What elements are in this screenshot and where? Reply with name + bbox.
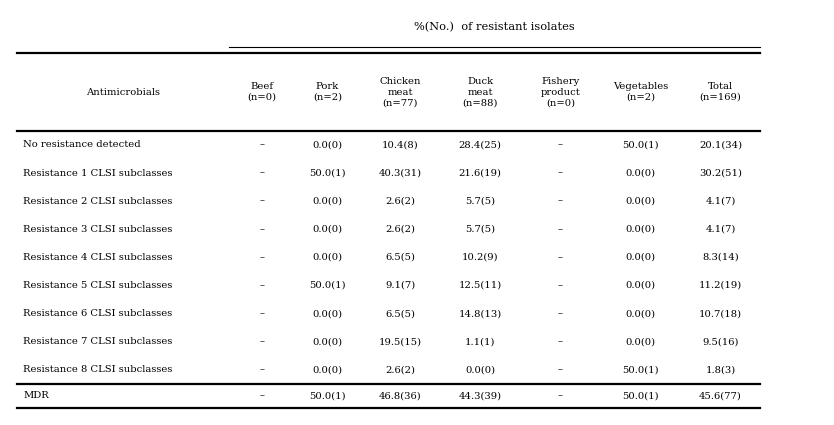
Text: Duck
meat
(n=88): Duck meat (n=88) (463, 77, 498, 107)
Text: 0.0(0): 0.0(0) (626, 253, 656, 262)
Text: Fishery
product
(n=0): Fishery product (n=0) (540, 77, 580, 107)
Text: %(No.)  of resistant isolates: %(No.) of resistant isolates (414, 22, 575, 32)
Text: Total
(n=169): Total (n=169) (700, 82, 741, 102)
Text: 10.4(8): 10.4(8) (382, 140, 419, 150)
Text: 8.3(14): 8.3(14) (702, 253, 739, 262)
Text: 50.0(1): 50.0(1) (309, 281, 345, 290)
Text: 9.5(16): 9.5(16) (702, 337, 739, 346)
Text: 14.8(13): 14.8(13) (459, 309, 502, 318)
Text: –: – (259, 366, 264, 374)
Text: 50.0(1): 50.0(1) (309, 169, 345, 178)
Text: –: – (259, 337, 264, 346)
Text: –: – (558, 309, 563, 318)
Text: –: – (259, 225, 264, 234)
Text: –: – (558, 281, 563, 290)
Text: 50.0(1): 50.0(1) (622, 140, 659, 150)
Text: 5.7(5): 5.7(5) (465, 197, 495, 206)
Text: –: – (259, 197, 264, 206)
Text: 50.0(1): 50.0(1) (622, 391, 659, 400)
Text: Resistance 6 CLSI subclasses: Resistance 6 CLSI subclasses (23, 309, 173, 318)
Text: Beef
(n=0): Beef (n=0) (247, 82, 276, 102)
Text: –: – (259, 281, 264, 290)
Text: 44.3(39): 44.3(39) (459, 391, 502, 400)
Text: 0.0(0): 0.0(0) (626, 337, 656, 346)
Text: 20.1(34): 20.1(34) (699, 140, 742, 150)
Text: –: – (558, 253, 563, 262)
Text: 6.5(5): 6.5(5) (385, 309, 415, 318)
Text: 2.6(2): 2.6(2) (385, 225, 415, 234)
Text: 10.7(18): 10.7(18) (699, 309, 742, 318)
Text: 0.0(0): 0.0(0) (626, 197, 656, 206)
Text: 0.0(0): 0.0(0) (626, 309, 656, 318)
Text: 0.0(0): 0.0(0) (626, 225, 656, 234)
Text: Antimicrobials: Antimicrobials (86, 88, 160, 96)
Text: 0.0(0): 0.0(0) (312, 197, 343, 206)
Text: –: – (558, 337, 563, 346)
Text: –: – (558, 391, 563, 400)
Text: Resistance 2 CLSI subclasses: Resistance 2 CLSI subclasses (23, 197, 173, 206)
Text: –: – (558, 169, 563, 178)
Text: 0.0(0): 0.0(0) (465, 366, 495, 374)
Text: No resistance detected: No resistance detected (23, 140, 141, 150)
Text: 0.0(0): 0.0(0) (312, 366, 343, 374)
Text: 50.0(1): 50.0(1) (622, 366, 659, 374)
Text: 0.0(0): 0.0(0) (312, 337, 343, 346)
Text: –: – (259, 391, 264, 400)
Text: –: – (259, 253, 264, 262)
Text: 2.6(2): 2.6(2) (385, 197, 415, 206)
Text: –: – (259, 309, 264, 318)
Text: 12.5(11): 12.5(11) (459, 281, 502, 290)
Text: Resistance 1 CLSI subclasses: Resistance 1 CLSI subclasses (23, 169, 173, 178)
Text: –: – (558, 225, 563, 234)
Text: Resistance 5 CLSI subclasses: Resistance 5 CLSI subclasses (23, 281, 173, 290)
Text: MDR: MDR (23, 391, 49, 400)
Text: 28.4(25): 28.4(25) (459, 140, 502, 150)
Text: –: – (558, 197, 563, 206)
Text: 11.2(19): 11.2(19) (699, 281, 742, 290)
Text: Chicken
meat
(n=77): Chicken meat (n=77) (379, 77, 421, 107)
Text: –: – (259, 140, 264, 150)
Text: 19.5(15): 19.5(15) (379, 337, 422, 346)
Text: 1.8(3): 1.8(3) (706, 366, 736, 374)
Text: Resistance 3 CLSI subclasses: Resistance 3 CLSI subclasses (23, 225, 173, 234)
Text: 0.0(0): 0.0(0) (312, 225, 343, 234)
Text: 46.8(36): 46.8(36) (379, 391, 421, 400)
Text: Vegetables
(n=2): Vegetables (n=2) (613, 82, 668, 102)
Text: 0.0(0): 0.0(0) (626, 281, 656, 290)
Text: 10.2(9): 10.2(9) (462, 253, 499, 262)
Text: Resistance 7 CLSI subclasses: Resistance 7 CLSI subclasses (23, 337, 173, 346)
Text: 5.7(5): 5.7(5) (465, 225, 495, 234)
Text: –: – (259, 169, 264, 178)
Text: 30.2(51): 30.2(51) (699, 169, 742, 178)
Text: –: – (558, 366, 563, 374)
Text: –: – (558, 140, 563, 150)
Text: 0.0(0): 0.0(0) (312, 140, 343, 150)
Text: Pork
(n=2): Pork (n=2) (313, 82, 342, 102)
Text: 6.5(5): 6.5(5) (385, 253, 415, 262)
Text: Resistance 4 CLSI subclasses: Resistance 4 CLSI subclasses (23, 253, 173, 262)
Text: 40.3(31): 40.3(31) (379, 169, 422, 178)
Text: 2.6(2): 2.6(2) (385, 366, 415, 374)
Text: 0.0(0): 0.0(0) (312, 253, 343, 262)
Text: 50.0(1): 50.0(1) (309, 391, 345, 400)
Text: 21.6(19): 21.6(19) (459, 169, 502, 178)
Text: 4.1(7): 4.1(7) (706, 197, 736, 206)
Text: Resistance 8 CLSI subclasses: Resistance 8 CLSI subclasses (23, 366, 173, 374)
Text: 4.1(7): 4.1(7) (706, 225, 736, 234)
Text: 0.0(0): 0.0(0) (626, 169, 656, 178)
Text: 0.0(0): 0.0(0) (312, 309, 343, 318)
Text: 9.1(7): 9.1(7) (385, 281, 415, 290)
Text: 45.6(77): 45.6(77) (699, 391, 742, 400)
Text: 1.1(1): 1.1(1) (465, 337, 495, 346)
